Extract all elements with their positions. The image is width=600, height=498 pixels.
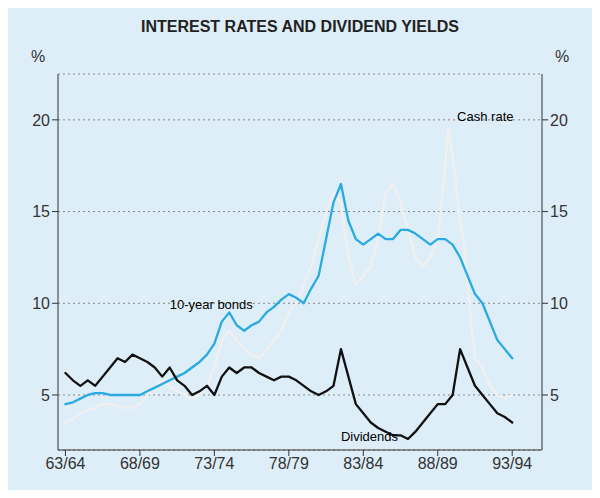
svg-text:15: 15 [550,203,568,220]
svg-text:88/89: 88/89 [418,455,458,472]
svg-text:15: 15 [32,203,50,220]
svg-text:63/64: 63/64 [45,455,85,472]
svg-text:20: 20 [550,112,568,129]
svg-text:%: % [555,48,569,65]
svg-text:73/74: 73/74 [194,455,234,472]
svg-text:20: 20 [32,112,50,129]
svg-text:10: 10 [32,295,50,312]
svg-text:10-year bonds: 10-year bonds [170,297,254,312]
svg-text:Dividends: Dividends [341,429,399,444]
html-text:INTEREST RATES AND DIVIDEND YI: INTEREST RATES AND DIVIDEND YIELDS [141,18,459,35]
svg-text:5: 5 [41,387,50,404]
svg-text:83/84: 83/84 [343,455,383,472]
svg-text:%: % [31,48,45,65]
svg-text:68/69: 68/69 [120,455,160,472]
svg-text:10: 10 [550,295,568,312]
svg-text:93/94: 93/94 [492,455,532,472]
svg-text:78/79: 78/79 [269,455,309,472]
svg-text:5: 5 [550,387,559,404]
svg-text:Cash rate: Cash rate [457,109,513,124]
